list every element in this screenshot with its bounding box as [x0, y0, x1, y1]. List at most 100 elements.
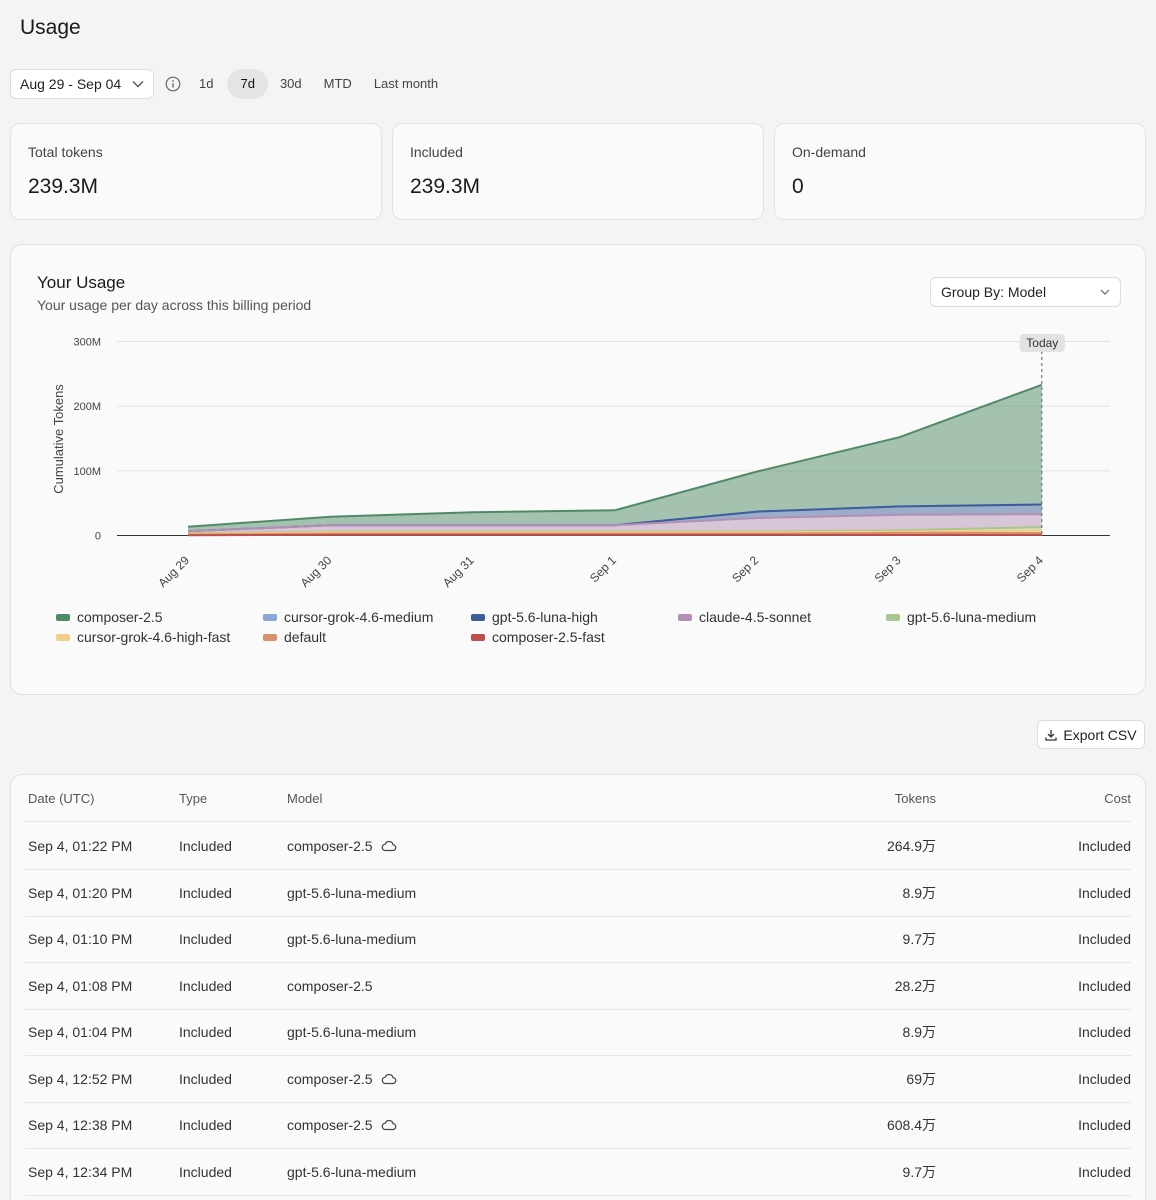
- stat-value: 239.3M: [28, 175, 99, 198]
- cell-date: Sep 4, 01:04 PM: [28, 1024, 133, 1040]
- legend-swatch: [678, 613, 692, 621]
- cell-model: gpt-5.6-luna-medium: [287, 1149, 416, 1195]
- cell-type: Included: [179, 977, 232, 994]
- filter-bar: Aug 29 - Sep 04 1d 7d 30d MTD Last month: [10, 69, 448, 99]
- table-row[interactable]: Sep 4, 01:08 PM Included composer-2.5 28.2万…: [25, 963, 1131, 1010]
- y-tick-label: 200M: [73, 401, 101, 413]
- cell-cost: Included: [1078, 838, 1131, 854]
- cell-type: Included: [179, 1117, 232, 1133]
- legend-label: claude-4.5-sonnet: [699, 609, 812, 625]
- x-tick-label: Sep 3: [872, 553, 904, 585]
- today-marker-badge: [1019, 334, 1065, 352]
- series-area: [188, 504, 1042, 532]
- legend-label: composer-2.5-fast: [492, 629, 605, 645]
- model-name: gpt-5.6-luna-medium: [287, 1163, 417, 1180]
- legend-item[interactable]: composer-2.5: [56, 609, 163, 625]
- range-last-month-button[interactable]: Last month: [373, 76, 439, 91]
- legend-swatch: [56, 633, 70, 641]
- x-tick-label: Sep 1: [587, 553, 619, 585]
- cell-tokens: 264.9万: [886, 838, 936, 854]
- table-row[interactable]: Sep 4, 12:34 PM Included gpt-5.6-luna-medi…: [25, 1149, 1131, 1196]
- date-range-select[interactable]: Aug 29 - Sep 04: [10, 69, 154, 99]
- range-30d-button[interactable]: 30d: [279, 76, 302, 91]
- cell-tokens: 9.7万: [902, 931, 936, 947]
- page-title: Usage: [20, 16, 81, 39]
- export-csv-button[interactable]: Export CSV: [1037, 720, 1145, 749]
- legend-swatch: [56, 613, 70, 621]
- y-axis-label: Cumulative Tokens: [51, 384, 66, 494]
- column-header-type[interactable]: Type: [179, 790, 208, 806]
- column-header-model[interactable]: Model: [287, 790, 323, 806]
- table-row[interactable]: Sep 4, 01:22 PM Included composer-2.5 264.9…: [25, 823, 1131, 870]
- info-icon[interactable]: [165, 76, 181, 92]
- cell-cost: Included: [1078, 884, 1131, 901]
- cell-type: Included: [179, 884, 232, 901]
- legend-item[interactable]: gpt-5.6-luna-high: [471, 609, 598, 625]
- column-header-date[interactable]: Date (UTC): [28, 790, 95, 806]
- table-row[interactable]: Sep 4, 01:20 PM Included gpt-5.6-luna-medi…: [25, 870, 1131, 917]
- cell-cost: Included: [1078, 1024, 1131, 1040]
- y-tick-label: 100M: [73, 466, 101, 478]
- model-name: gpt-5.6-luna-medium: [287, 1024, 417, 1040]
- legend-item[interactable]: composer-2.5-fast: [471, 629, 605, 645]
- legend-swatch: [471, 633, 485, 641]
- column-header-cost[interactable]: Cost: [1104, 790, 1131, 806]
- table-row[interactable]: Sep 4, 12:52 PM Included composer-2.5 69万 In…: [25, 1056, 1131, 1103]
- cell-date: Sep 4, 01:22 PM: [28, 838, 133, 854]
- cell-type: Included: [179, 1070, 232, 1087]
- table-row[interactable]: Sep 4, 01:04 PM Included gpt-5.6-luna-medi…: [25, 1009, 1131, 1056]
- legend-item[interactable]: claude-4.5-sonnet: [678, 609, 811, 625]
- legend-label: gpt-5.6-luna-high: [492, 609, 598, 625]
- legend-swatch: [471, 613, 485, 621]
- table-row[interactable]: Sep 4, 01:10 PM Included gpt-5.6-luna-medi…: [25, 916, 1131, 963]
- range-1d-button[interactable]: 1d: [199, 76, 214, 91]
- cell-tokens: 69万: [906, 1070, 936, 1087]
- cloud-icon: [381, 1119, 397, 1131]
- usage-table: Date (UTC) Type Model Tokens Cost Sep 4,…: [10, 774, 1146, 1200]
- cell-tokens: 8.9万: [902, 884, 936, 901]
- legend-label: cursor-grok-4.6-high-fast: [77, 629, 231, 645]
- included-card: Included 239.3M: [392, 123, 764, 220]
- legend-label: gpt-5.6-luna-medium: [907, 609, 1037, 625]
- cell-date: Sep 4, 01:10 PM: [28, 931, 133, 947]
- table-row[interactable]: Sep 4, 12:38 PM Included composer-2.5 608.4…: [25, 1102, 1131, 1149]
- cell-cost: Included: [1078, 1163, 1131, 1180]
- cell-type: Included: [179, 838, 232, 854]
- cell-tokens: 608.4万: [886, 1117, 936, 1133]
- x-tick-label: Aug 30: [298, 553, 335, 590]
- total-tokens-card: Total tokens 239.3M: [10, 123, 382, 220]
- model-name: gpt-5.6-luna-medium: [287, 931, 417, 947]
- today-marker-label: Today: [1026, 336, 1058, 350]
- cell-model: composer-2.5: [287, 1056, 397, 1102]
- x-tick-label: Sep 4: [1014, 553, 1046, 585]
- stat-value: 0: [792, 175, 804, 198]
- chevron-down-icon: [1100, 289, 1110, 295]
- group-by-select[interactable]: Group By: Model: [930, 277, 1121, 307]
- cell-date: Sep 4, 01:20 PM: [28, 884, 133, 901]
- x-tick-label: Aug 29: [155, 553, 192, 590]
- cell-tokens: 8.9万: [902, 1024, 936, 1040]
- legend-item[interactable]: gpt-5.6-luna-medium: [886, 609, 1036, 625]
- model-name: composer-2.5: [287, 838, 373, 854]
- range-mtd-button[interactable]: MTD: [323, 76, 352, 91]
- model-name: gpt-5.6-luna-medium: [287, 884, 417, 901]
- cell-model: gpt-5.6-luna-medium: [287, 870, 416, 916]
- legend-label: cursor-grok-4.6-medium: [284, 609, 434, 625]
- stat-label: Included: [410, 144, 463, 160]
- cell-model: gpt-5.6-luna-medium: [287, 1009, 416, 1055]
- column-header-tokens[interactable]: Tokens: [894, 790, 936, 806]
- usage-title: Your Usage: [37, 273, 126, 292]
- date-range-label: Aug 29 - Sep 04: [20, 76, 122, 92]
- cell-date: Sep 4, 12:38 PM: [28, 1117, 133, 1133]
- legend-item[interactable]: cursor-grok-4.6-medium: [263, 609, 433, 625]
- cell-model: composer-2.5: [287, 823, 397, 869]
- cell-cost: Included: [1078, 1070, 1131, 1087]
- legend-label: composer-2.5: [77, 609, 163, 625]
- range-7d-button[interactable]: 7d: [227, 69, 268, 99]
- series-line: [187, 383, 1043, 528]
- legend-item[interactable]: default: [263, 629, 326, 645]
- model-name: composer-2.5: [287, 1070, 373, 1087]
- cell-tokens: 9.7万: [902, 1163, 936, 1180]
- y-tick-label: 0: [95, 531, 101, 543]
- legend-item[interactable]: cursor-grok-4.6-high-fast: [56, 629, 230, 645]
